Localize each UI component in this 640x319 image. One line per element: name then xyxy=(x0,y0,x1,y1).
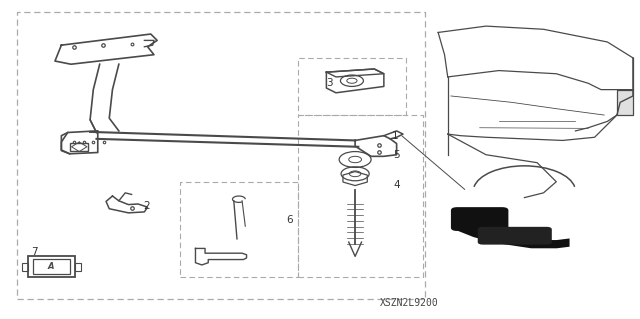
Text: 3: 3 xyxy=(326,78,333,88)
Text: 4: 4 xyxy=(394,180,400,190)
Bar xyxy=(33,259,70,274)
Bar xyxy=(76,263,81,271)
Bar xyxy=(70,143,88,151)
Bar xyxy=(28,256,76,277)
FancyBboxPatch shape xyxy=(477,227,552,245)
Text: 7: 7 xyxy=(31,247,38,256)
Text: 2: 2 xyxy=(143,201,150,211)
Text: XSZN2L9200: XSZN2L9200 xyxy=(380,298,439,308)
Text: 5: 5 xyxy=(394,150,400,160)
Text: 6: 6 xyxy=(287,215,293,225)
Text: A: A xyxy=(48,262,54,271)
Text: 1: 1 xyxy=(392,131,399,141)
FancyBboxPatch shape xyxy=(451,207,508,231)
Bar xyxy=(22,263,28,271)
Bar xyxy=(617,90,633,115)
